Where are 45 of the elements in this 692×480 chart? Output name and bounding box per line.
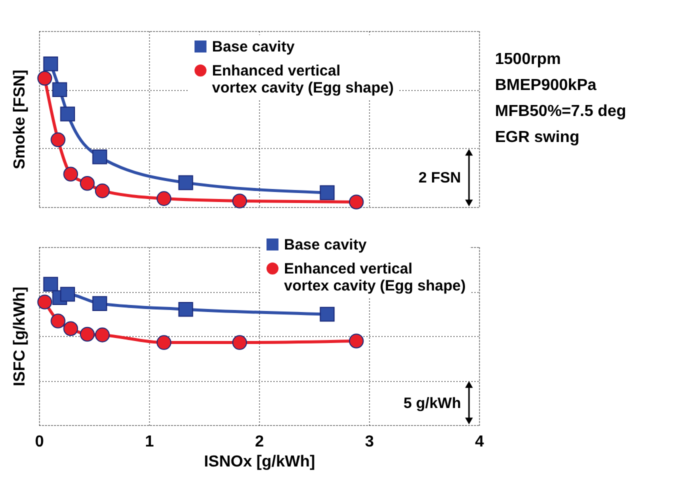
x-tick-label: 4: [475, 434, 484, 450]
point: [178, 175, 194, 190]
point: [94, 183, 110, 198]
legend-label: Base cavity: [212, 38, 296, 56]
text: EGR swing: [495, 129, 580, 146]
x-tick-label: 0: [35, 434, 44, 450]
point: [37, 70, 52, 86]
point: [156, 191, 172, 206]
point: [43, 56, 58, 72]
point: [178, 302, 194, 317]
point: [50, 314, 66, 328]
y-axis-title: Smoke [FSN]: [12, 70, 28, 170]
point: [60, 106, 75, 122]
point: [80, 176, 95, 191]
point: [94, 328, 110, 342]
point: [52, 82, 68, 98]
point: [50, 132, 66, 148]
point: [232, 194, 248, 208]
point: [320, 185, 335, 200]
annotation: 5 g/kWh: [403, 394, 461, 412]
x-axis-title: ISNOx [g/kWh]: [204, 454, 316, 470]
point: [43, 276, 58, 292]
legend-label: Base cavity: [284, 236, 368, 254]
annotation: 2 FSN: [418, 170, 461, 187]
x-tick-label: 3: [365, 434, 374, 450]
point: [348, 334, 364, 348]
legend-label: Enhanced vertical vortex cavity (Egg shape): [284, 260, 466, 294]
legend-label: Enhanced vertical vortex cavity (Egg shape): [212, 62, 394, 96]
point: [156, 335, 172, 350]
point: [232, 335, 248, 350]
point: [60, 286, 75, 302]
text: MFB50%=7.5 deg: [495, 103, 626, 120]
point: [37, 294, 52, 310]
y-axis-title: ISFC [g/kWh]: [12, 286, 28, 386]
point: [348, 194, 364, 210]
point: [320, 306, 335, 322]
point: [63, 321, 78, 336]
point: [63, 166, 78, 182]
text: BMEP900kPa: [495, 77, 596, 94]
x-tick-label: 1: [145, 434, 154, 450]
point: [92, 296, 108, 311]
text: 1500rpm: [495, 51, 561, 68]
point: [92, 150, 108, 164]
x-tick-label: 2: [255, 434, 264, 450]
point: [80, 326, 95, 342]
